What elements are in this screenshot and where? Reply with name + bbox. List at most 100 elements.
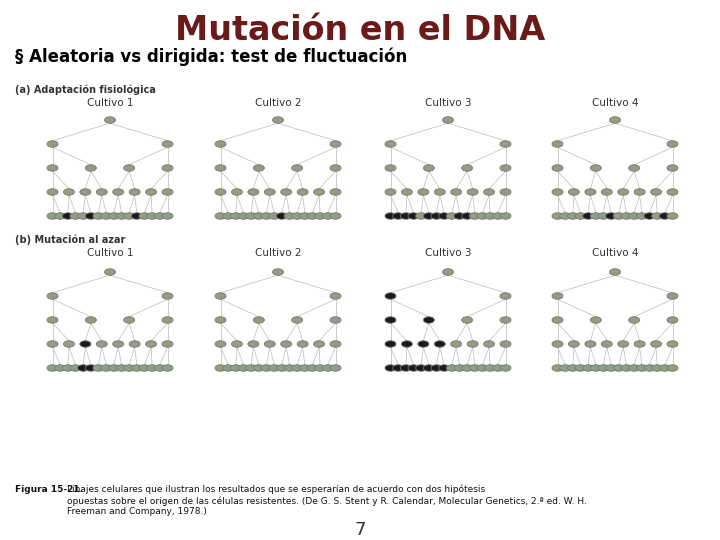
- Ellipse shape: [47, 141, 58, 147]
- Ellipse shape: [330, 189, 341, 195]
- Ellipse shape: [467, 189, 478, 195]
- Ellipse shape: [230, 213, 241, 219]
- Ellipse shape: [402, 341, 413, 347]
- Ellipse shape: [261, 364, 272, 372]
- Ellipse shape: [307, 364, 318, 372]
- Ellipse shape: [215, 165, 226, 171]
- Ellipse shape: [162, 364, 173, 372]
- Ellipse shape: [292, 364, 302, 372]
- Ellipse shape: [568, 341, 580, 347]
- Ellipse shape: [552, 341, 563, 347]
- Ellipse shape: [248, 189, 259, 195]
- Ellipse shape: [113, 189, 124, 195]
- Ellipse shape: [618, 189, 629, 195]
- Ellipse shape: [101, 364, 112, 372]
- Ellipse shape: [314, 189, 325, 195]
- Ellipse shape: [93, 213, 104, 219]
- Ellipse shape: [63, 213, 73, 219]
- Ellipse shape: [462, 213, 472, 219]
- Ellipse shape: [408, 364, 419, 372]
- Ellipse shape: [443, 269, 454, 275]
- Ellipse shape: [568, 189, 580, 195]
- Ellipse shape: [484, 189, 495, 195]
- Ellipse shape: [667, 341, 678, 347]
- Ellipse shape: [552, 141, 563, 147]
- Ellipse shape: [78, 364, 89, 372]
- Ellipse shape: [129, 341, 140, 347]
- Ellipse shape: [469, 213, 480, 219]
- Ellipse shape: [446, 213, 457, 219]
- Text: Cultivo 4: Cultivo 4: [592, 248, 638, 258]
- Ellipse shape: [154, 364, 166, 372]
- Ellipse shape: [485, 213, 495, 219]
- Ellipse shape: [307, 213, 318, 219]
- Ellipse shape: [552, 189, 563, 195]
- Ellipse shape: [621, 213, 632, 219]
- Ellipse shape: [131, 213, 143, 219]
- Ellipse shape: [492, 364, 503, 372]
- Ellipse shape: [613, 213, 624, 219]
- Ellipse shape: [315, 213, 325, 219]
- Ellipse shape: [552, 364, 563, 372]
- Ellipse shape: [80, 189, 91, 195]
- Ellipse shape: [108, 213, 120, 219]
- Ellipse shape: [47, 364, 58, 372]
- Ellipse shape: [500, 317, 511, 323]
- Ellipse shape: [253, 364, 264, 372]
- Ellipse shape: [162, 293, 173, 299]
- Ellipse shape: [80, 341, 91, 347]
- Ellipse shape: [610, 117, 621, 123]
- Text: Cultivo 3: Cultivo 3: [425, 98, 472, 108]
- Ellipse shape: [323, 364, 333, 372]
- Ellipse shape: [500, 141, 511, 147]
- Ellipse shape: [108, 364, 120, 372]
- Text: (a) Adaptación fisiológica: (a) Adaptación fisiológica: [15, 85, 156, 95]
- Ellipse shape: [215, 141, 226, 147]
- Ellipse shape: [269, 213, 279, 219]
- Ellipse shape: [601, 341, 612, 347]
- Ellipse shape: [162, 213, 173, 219]
- Ellipse shape: [423, 364, 434, 372]
- Ellipse shape: [86, 165, 96, 171]
- Ellipse shape: [292, 317, 302, 323]
- Ellipse shape: [55, 213, 66, 219]
- Ellipse shape: [385, 213, 396, 219]
- Ellipse shape: [438, 364, 450, 372]
- Ellipse shape: [162, 341, 173, 347]
- Ellipse shape: [575, 213, 586, 219]
- Ellipse shape: [423, 213, 434, 219]
- Ellipse shape: [96, 189, 107, 195]
- Text: Cultivo 2: Cultivo 2: [255, 248, 301, 258]
- Ellipse shape: [582, 213, 594, 219]
- Ellipse shape: [492, 213, 503, 219]
- Ellipse shape: [408, 213, 419, 219]
- Ellipse shape: [104, 117, 115, 123]
- Ellipse shape: [276, 364, 287, 372]
- Ellipse shape: [55, 364, 66, 372]
- Ellipse shape: [222, 213, 234, 219]
- Ellipse shape: [462, 165, 472, 171]
- Ellipse shape: [567, 364, 578, 372]
- Ellipse shape: [162, 189, 173, 195]
- Ellipse shape: [145, 341, 156, 347]
- Text: Cultivo 4: Cultivo 4: [592, 98, 638, 108]
- Ellipse shape: [330, 341, 341, 347]
- Ellipse shape: [598, 364, 609, 372]
- Ellipse shape: [400, 213, 411, 219]
- Ellipse shape: [47, 189, 58, 195]
- Ellipse shape: [330, 165, 341, 171]
- Ellipse shape: [246, 364, 256, 372]
- Ellipse shape: [253, 165, 264, 171]
- Ellipse shape: [86, 364, 96, 372]
- Ellipse shape: [86, 317, 96, 323]
- Ellipse shape: [634, 189, 645, 195]
- Ellipse shape: [469, 364, 480, 372]
- Ellipse shape: [248, 341, 259, 347]
- Ellipse shape: [314, 341, 325, 347]
- Ellipse shape: [47, 293, 58, 299]
- Ellipse shape: [500, 213, 511, 219]
- Text: Cultivo 1: Cultivo 1: [86, 98, 133, 108]
- Ellipse shape: [660, 364, 670, 372]
- Ellipse shape: [552, 165, 563, 171]
- Ellipse shape: [284, 213, 295, 219]
